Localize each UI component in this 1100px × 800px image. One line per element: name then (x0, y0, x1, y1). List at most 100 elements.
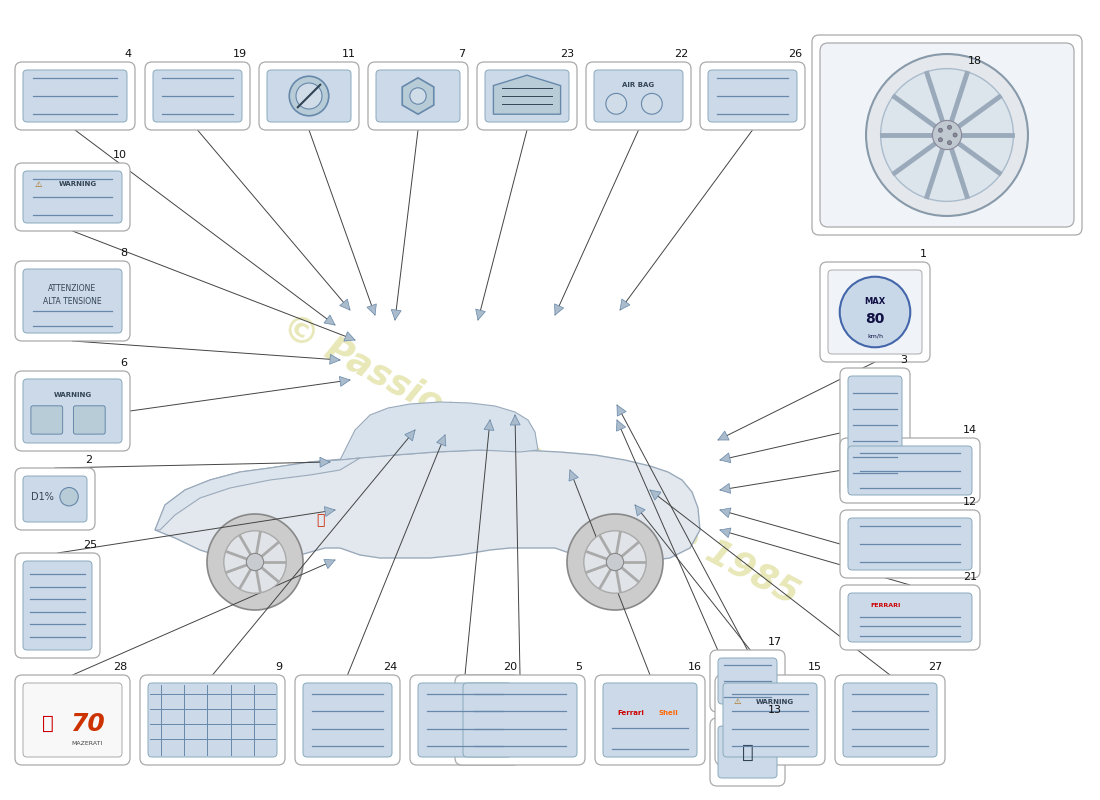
Text: 11: 11 (342, 49, 356, 59)
Text: 28: 28 (112, 662, 126, 672)
FancyBboxPatch shape (31, 406, 63, 434)
Polygon shape (510, 415, 520, 425)
FancyBboxPatch shape (715, 675, 825, 765)
FancyBboxPatch shape (153, 70, 242, 122)
FancyBboxPatch shape (463, 683, 578, 757)
Text: Ferrari: Ferrari (618, 710, 645, 716)
Polygon shape (718, 431, 729, 440)
FancyBboxPatch shape (603, 683, 697, 757)
Text: 7: 7 (458, 49, 465, 59)
Text: 21: 21 (962, 572, 977, 582)
Circle shape (584, 531, 646, 594)
Text: 2: 2 (85, 455, 92, 465)
FancyBboxPatch shape (820, 43, 1074, 227)
FancyBboxPatch shape (295, 675, 400, 765)
Polygon shape (635, 505, 645, 516)
FancyBboxPatch shape (376, 70, 460, 122)
Circle shape (566, 514, 663, 610)
FancyBboxPatch shape (23, 171, 122, 223)
FancyBboxPatch shape (718, 726, 777, 778)
FancyBboxPatch shape (840, 438, 980, 503)
FancyBboxPatch shape (594, 70, 683, 122)
Text: ⚠: ⚠ (734, 697, 741, 706)
FancyBboxPatch shape (455, 675, 585, 765)
Polygon shape (484, 420, 494, 430)
Text: MAZERATI: MAZERATI (72, 741, 103, 746)
FancyBboxPatch shape (145, 62, 250, 130)
Text: 🐎: 🐎 (316, 513, 324, 527)
Circle shape (953, 133, 957, 137)
Circle shape (933, 121, 961, 150)
Circle shape (938, 128, 943, 132)
Polygon shape (340, 377, 350, 386)
Circle shape (223, 531, 286, 594)
FancyBboxPatch shape (148, 683, 277, 757)
Polygon shape (392, 310, 402, 320)
FancyBboxPatch shape (848, 376, 902, 490)
Text: 8: 8 (120, 248, 127, 258)
Polygon shape (367, 304, 376, 315)
Polygon shape (650, 490, 661, 500)
Polygon shape (554, 304, 563, 315)
FancyBboxPatch shape (700, 62, 805, 130)
Text: 10: 10 (113, 150, 127, 160)
FancyBboxPatch shape (710, 650, 785, 712)
Text: 13: 13 (768, 705, 782, 715)
Polygon shape (437, 435, 446, 446)
Polygon shape (720, 528, 732, 538)
FancyBboxPatch shape (15, 675, 130, 765)
FancyBboxPatch shape (23, 476, 87, 522)
Text: FERRARI: FERRARI (870, 602, 901, 608)
Text: km/h: km/h (867, 333, 883, 338)
FancyBboxPatch shape (485, 70, 569, 122)
Polygon shape (155, 450, 700, 562)
FancyBboxPatch shape (828, 270, 922, 354)
FancyBboxPatch shape (708, 70, 797, 122)
Text: 23: 23 (560, 49, 574, 59)
FancyBboxPatch shape (23, 70, 126, 122)
Polygon shape (344, 332, 355, 341)
Polygon shape (720, 453, 730, 462)
FancyBboxPatch shape (74, 406, 106, 434)
Text: 17: 17 (768, 637, 782, 647)
FancyBboxPatch shape (840, 510, 980, 578)
Circle shape (289, 76, 329, 116)
FancyBboxPatch shape (848, 446, 972, 495)
FancyBboxPatch shape (15, 371, 130, 451)
Text: 15: 15 (808, 662, 822, 672)
Polygon shape (320, 458, 330, 467)
Polygon shape (617, 405, 626, 416)
Text: ⚠: ⚠ (34, 179, 42, 189)
Polygon shape (155, 458, 360, 530)
FancyBboxPatch shape (586, 62, 691, 130)
FancyBboxPatch shape (812, 35, 1082, 235)
Text: WARNING: WARNING (54, 392, 91, 398)
Polygon shape (405, 430, 415, 441)
Circle shape (410, 88, 426, 104)
FancyBboxPatch shape (843, 683, 937, 757)
Circle shape (606, 94, 627, 114)
Text: ATTENZIONE: ATTENZIONE (48, 284, 97, 293)
Text: 3: 3 (900, 355, 908, 365)
Text: 16: 16 (688, 662, 702, 672)
FancyBboxPatch shape (718, 658, 777, 704)
Polygon shape (323, 559, 336, 569)
Polygon shape (340, 402, 538, 460)
Text: 80: 80 (866, 312, 884, 326)
Circle shape (947, 141, 952, 145)
FancyBboxPatch shape (410, 675, 520, 765)
Polygon shape (620, 299, 630, 310)
FancyBboxPatch shape (820, 262, 930, 362)
FancyBboxPatch shape (848, 593, 972, 642)
FancyBboxPatch shape (23, 683, 122, 757)
FancyBboxPatch shape (848, 518, 972, 570)
FancyBboxPatch shape (710, 718, 785, 786)
FancyBboxPatch shape (140, 675, 285, 765)
FancyBboxPatch shape (302, 683, 392, 757)
FancyBboxPatch shape (23, 269, 122, 333)
Text: 20: 20 (503, 662, 517, 672)
Polygon shape (616, 420, 626, 431)
Text: 🐎: 🐎 (42, 714, 54, 734)
FancyBboxPatch shape (840, 368, 910, 498)
Polygon shape (324, 315, 336, 325)
